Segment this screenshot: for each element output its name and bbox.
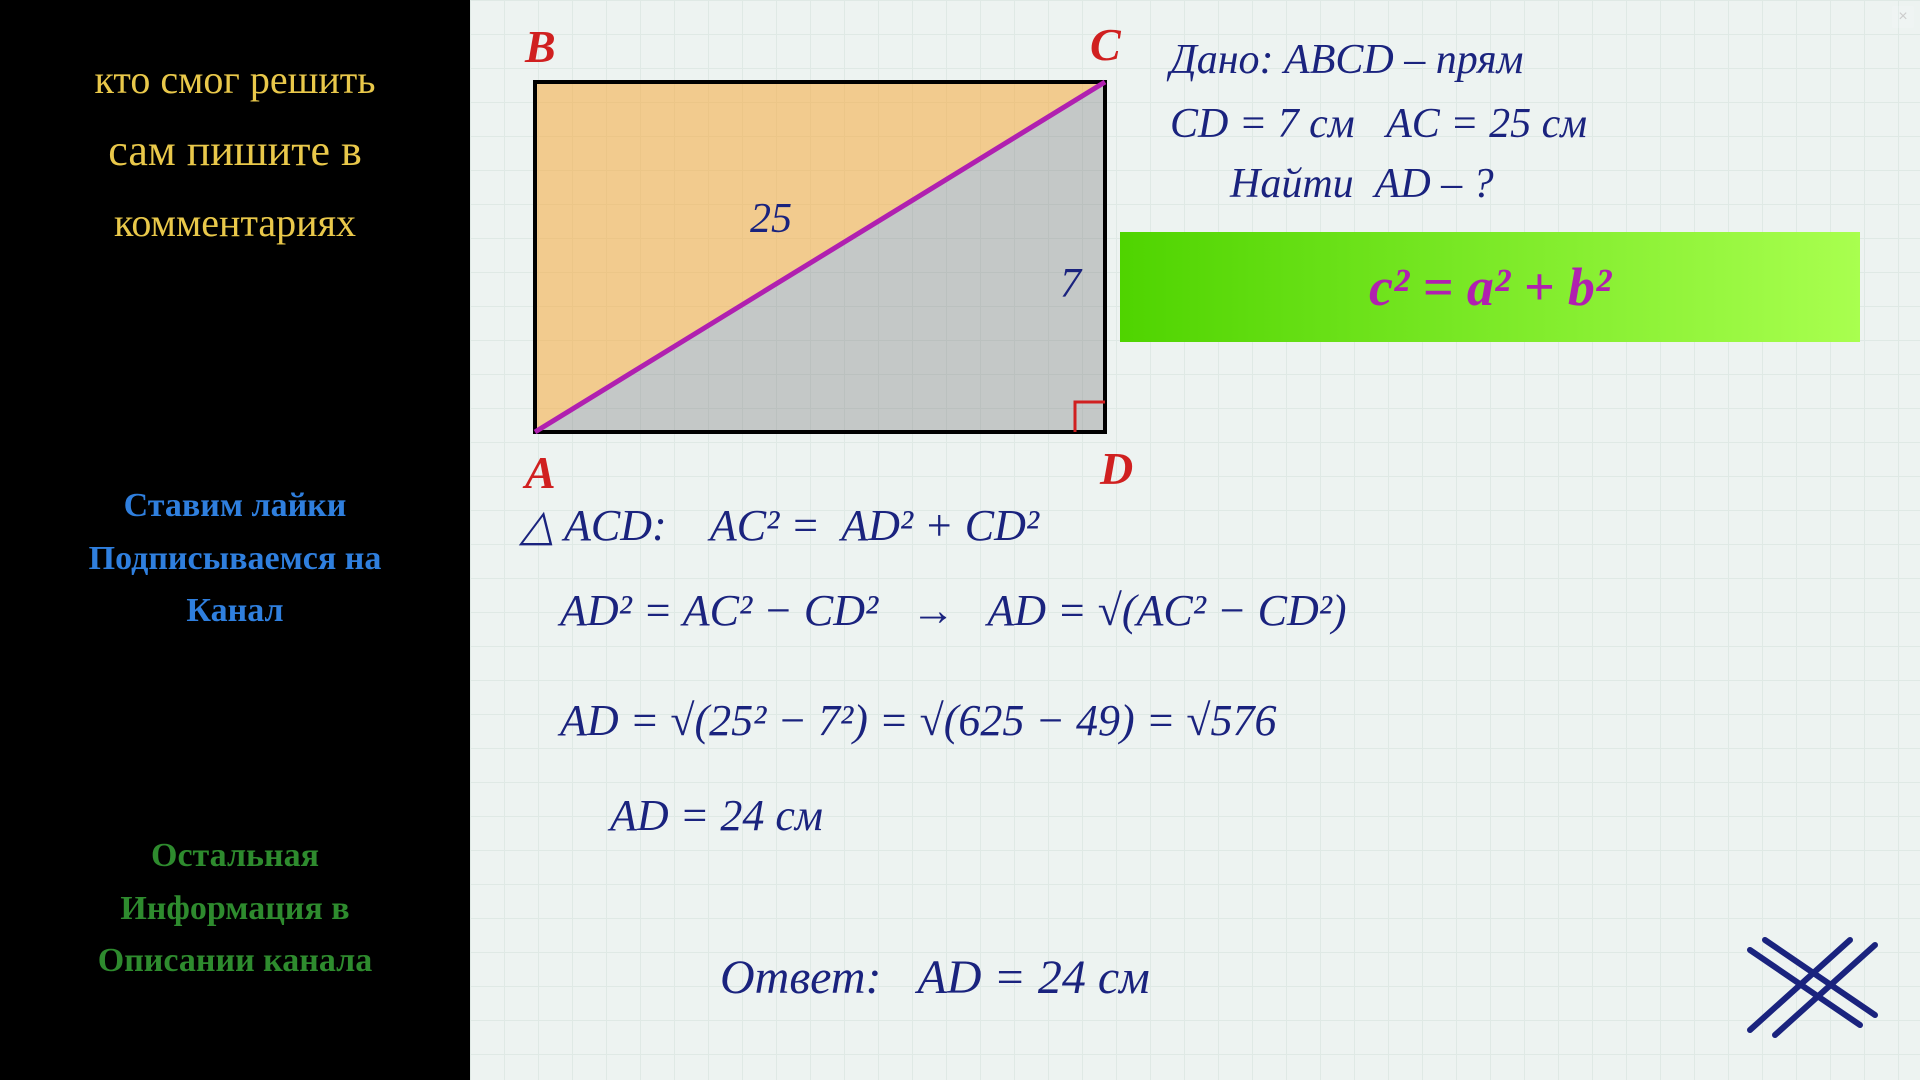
label-B: B: [525, 20, 556, 73]
sidebar-top-line3: комментариях: [0, 189, 470, 257]
work-triangle-line: △ ACD: AC² = AD² + CD²: [520, 500, 1039, 551]
sidebar-bottom-block: Остальная Информация в Описании канала: [0, 830, 470, 988]
sidebar-top-line2: сам пишите в: [0, 114, 470, 189]
given-line2: CD = 7 см AC = 25 см: [1170, 100, 1587, 148]
sidebar-top-line1: кто смог решить: [0, 46, 470, 114]
sidebar-mid-block: Ставим лайки Подписываемся на Канал: [0, 480, 470, 638]
formula-box: c² = a² + b²: [1120, 232, 1860, 342]
sidebar: кто смог решить сам пишите в комментария…: [0, 0, 470, 1080]
close-icon[interactable]: ×: [1892, 6, 1914, 28]
sidebar-mid-line1: Ставим лайки: [0, 480, 470, 533]
label-C: C: [1090, 18, 1121, 71]
sidebar-bot-line2: Информация в: [0, 883, 470, 936]
sidebar-mid-line2: Подписываемся на: [0, 533, 470, 586]
stage: кто смог решить сам пишите в комментария…: [0, 0, 1920, 1080]
sidebar-bot-line1: Остальная: [0, 830, 470, 883]
label-D: D: [1100, 442, 1133, 495]
canvas: × B C A D 25 7 Дано: ABCD – прям CD = 7 …: [470, 0, 1920, 1080]
label-side-7: 7: [1060, 260, 1081, 308]
given-line1: Дано: ABCD – прям: [1170, 36, 1523, 84]
label-A: A: [525, 446, 556, 499]
sidebar-mid-line3: Канал: [0, 585, 470, 638]
work-step2: AD = √(25² − 7²) = √(625 − 49) = √576: [560, 695, 1277, 746]
work-step3: AD = 24 см: [610, 790, 823, 841]
work-answer: Ответ: AD = 24 см: [720, 950, 1150, 1005]
hash-mark-icon: [1730, 930, 1890, 1050]
work-step1: AD² = AC² − CD² → AD = √(AC² − CD²): [560, 585, 1347, 636]
sidebar-top-block: кто смог решить сам пишите в комментария…: [0, 46, 470, 257]
label-diagonal-25: 25: [750, 195, 792, 243]
given-line3: Найти AD – ?: [1230, 160, 1494, 208]
sidebar-bot-line3: Описании канала: [0, 935, 470, 988]
formula-text: c² = a² + b²: [1369, 256, 1611, 318]
